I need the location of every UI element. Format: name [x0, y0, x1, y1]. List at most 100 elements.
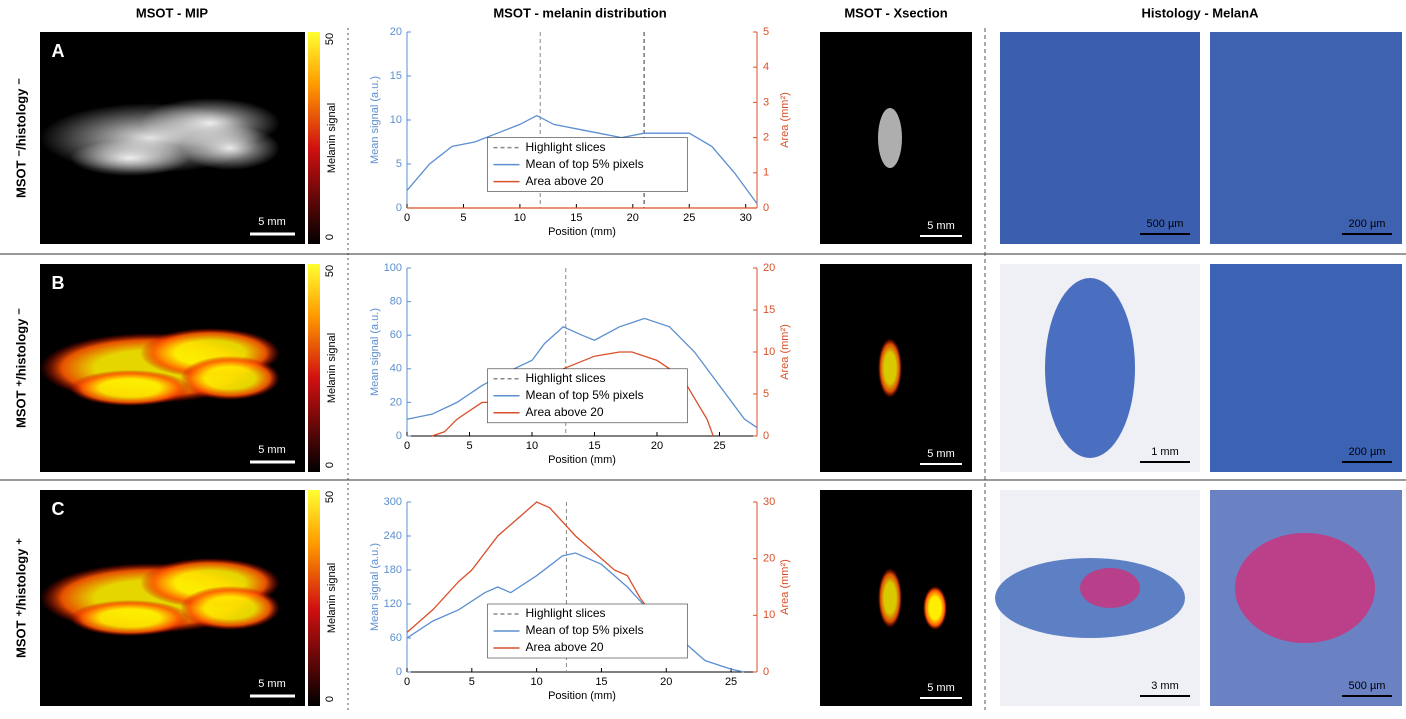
colorbar-tick: 0 [324, 696, 336, 702]
x-tick-label: 20 [627, 212, 639, 224]
y-tick-label: 15 [390, 70, 402, 82]
y2-tick-label: 10 [763, 609, 775, 621]
panel-letter: B [52, 273, 65, 293]
y-tick-label: 180 [384, 564, 402, 576]
histology-image [1000, 32, 1200, 244]
row-label: MSOT ⁺/histology ⁺ [13, 538, 28, 658]
x-tick-label: 25 [683, 212, 695, 224]
y-tick-label: 0 [396, 666, 402, 678]
mip-signal [70, 140, 190, 176]
y-tick-label: 60 [390, 329, 402, 341]
y-tick-label: 10 [390, 114, 402, 126]
mip-signal [180, 586, 280, 630]
y2-tick-label: 20 [763, 262, 775, 274]
y-tick-label: 40 [390, 363, 402, 375]
legend-label: Area above 20 [526, 640, 604, 654]
x-tick-label: 10 [531, 676, 543, 688]
x-tick-label: 25 [725, 676, 737, 688]
column-header: Histology - MelanA [1141, 5, 1259, 20]
legend-label: Mean of top 5% pixels [526, 623, 644, 637]
x-tick-label: 20 [651, 440, 663, 452]
y2-tick-label: 0 [763, 430, 769, 442]
colorbar [308, 264, 320, 472]
y2-tick-label: 15 [763, 304, 775, 316]
y-tick-label: 240 [384, 530, 402, 542]
y-tick-label: 0 [396, 202, 402, 214]
legend [487, 137, 688, 192]
colorbar-tick: 50 [324, 491, 336, 503]
legend [487, 368, 688, 424]
y-tick-label: 60 [390, 632, 402, 644]
row-label: MSOT ⁺/histology ⁻ [13, 308, 28, 428]
colorbar [308, 32, 320, 244]
histology-image [1210, 32, 1402, 244]
series-line [406, 552, 745, 673]
x-axis-label: Position (mm) [548, 226, 616, 238]
x-tick-label: 20 [660, 676, 672, 688]
mip-signal [70, 600, 190, 636]
mip-signal [70, 370, 190, 406]
tissue [1045, 278, 1135, 458]
x-tick-label: 5 [466, 440, 472, 452]
scale-label: 5 mm [258, 216, 286, 228]
y2-tick-label: 10 [763, 346, 775, 358]
y2-axis-label: Area (mm²) [779, 92, 791, 148]
scale-label: 1 mm [1151, 446, 1179, 458]
panel-letter: C [52, 499, 65, 519]
x-tick-label: 0 [404, 676, 410, 688]
y-tick-label: 5 [396, 158, 402, 170]
y-tick-label: 0 [396, 430, 402, 442]
colorbar-label: Melanin signal [326, 333, 338, 403]
legend-label: Mean of top 5% pixels [526, 388, 644, 402]
legend-label: Highlight slices [526, 140, 606, 154]
y2-tick-label: 3 [763, 96, 769, 108]
x-axis-label: Position (mm) [548, 690, 616, 702]
scale-label: 5 mm [927, 220, 955, 232]
column-header: MSOT - MIP [136, 5, 209, 20]
mip-signal [180, 356, 280, 400]
colorbar-tick: 50 [324, 265, 336, 277]
y2-tick-label: 0 [763, 202, 769, 214]
y2-tick-label: 1 [763, 167, 769, 179]
x-tick-label: 10 [526, 440, 538, 452]
y2-tick-label: 4 [763, 61, 769, 73]
x-tick-label: 5 [460, 212, 466, 224]
legend-label: Area above 20 [526, 405, 604, 419]
scale-label: 5 mm [927, 448, 955, 460]
mip-signal [180, 126, 280, 170]
y2-tick-label: 5 [763, 388, 769, 400]
melan-stain [1080, 568, 1140, 608]
scale-label: 500 µm [1147, 218, 1184, 230]
y-tick-label: 20 [390, 26, 402, 38]
x-tick-label: 5 [469, 676, 475, 688]
y2-tick-label: 0 [763, 666, 769, 678]
scale-label: 3 mm [1151, 680, 1179, 692]
y2-tick-label: 20 [763, 553, 775, 565]
column-header: MSOT - Xsection [844, 5, 947, 20]
column-header: MSOT - melanin distribution [493, 5, 666, 20]
scale-label: 5 mm [258, 444, 286, 456]
y-axis-label: Mean signal (a.u.) [369, 543, 381, 631]
xsection-signal [878, 338, 902, 398]
x-axis-label: Position (mm) [548, 454, 616, 466]
melan-stain [1235, 533, 1375, 643]
y2-tick-label: 2 [763, 132, 769, 144]
scale-label: 5 mm [927, 682, 955, 694]
y-axis-label: Mean signal (a.u.) [369, 308, 381, 396]
scale-label: 200 µm [1349, 218, 1386, 230]
colorbar-tick: 0 [324, 234, 336, 240]
colorbar [308, 490, 320, 706]
xsection-signal [878, 568, 902, 628]
xsection-signal [923, 586, 947, 630]
y-axis-label: Mean signal (a.u.) [369, 76, 381, 164]
legend-label: Area above 20 [526, 174, 604, 188]
x-tick-label: 15 [588, 440, 600, 452]
y2-axis-label: Area (mm²) [779, 559, 791, 615]
x-tick-label: 0 [404, 440, 410, 452]
colorbar-tick: 50 [324, 33, 336, 45]
y-tick-label: 120 [384, 598, 402, 610]
colorbar-label: Melanin signal [326, 563, 338, 633]
legend-label: Mean of top 5% pixels [526, 157, 644, 171]
x-tick-label: 10 [514, 212, 526, 224]
y2-tick-label: 30 [763, 496, 775, 508]
